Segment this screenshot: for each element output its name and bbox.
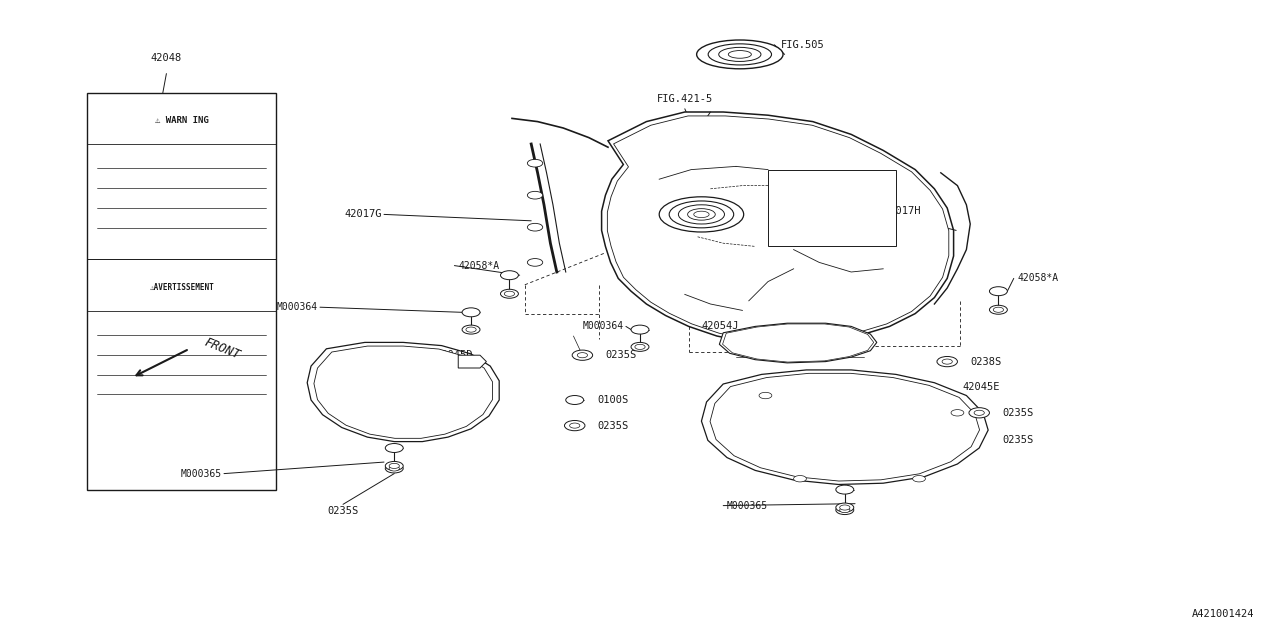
Polygon shape (710, 373, 979, 481)
Polygon shape (602, 112, 954, 346)
Circle shape (577, 353, 588, 358)
Circle shape (500, 289, 518, 298)
Circle shape (759, 392, 772, 399)
Text: 42054J: 42054J (701, 321, 739, 332)
Circle shape (989, 287, 1007, 296)
Text: ⚠ WARN ING: ⚠ WARN ING (155, 116, 209, 125)
Circle shape (836, 506, 854, 515)
Text: M000365: M000365 (180, 468, 221, 479)
Text: 42017G: 42017G (344, 209, 381, 220)
Circle shape (836, 503, 854, 512)
Circle shape (937, 356, 957, 367)
Text: M000365: M000365 (727, 500, 768, 511)
Polygon shape (314, 346, 493, 438)
Ellipse shape (718, 47, 760, 61)
Circle shape (989, 305, 1007, 314)
Circle shape (993, 307, 1004, 312)
Text: 0238S: 0238S (970, 356, 1001, 367)
Circle shape (631, 342, 649, 351)
Text: 0235S: 0235S (598, 420, 628, 431)
Circle shape (840, 508, 850, 513)
Text: M000364: M000364 (582, 321, 623, 332)
Circle shape (913, 476, 925, 482)
Circle shape (527, 223, 543, 231)
Circle shape (385, 461, 403, 470)
Text: 0235S: 0235S (1002, 408, 1033, 418)
Circle shape (527, 159, 543, 167)
Circle shape (462, 325, 480, 334)
Circle shape (385, 444, 403, 452)
Polygon shape (307, 342, 499, 442)
Bar (768, 170, 896, 246)
Circle shape (566, 396, 584, 404)
Circle shape (466, 327, 476, 332)
Circle shape (942, 359, 952, 364)
Circle shape (836, 485, 854, 494)
Text: 0100S: 0100S (598, 395, 628, 405)
Circle shape (794, 476, 806, 482)
Text: A421001424: A421001424 (1192, 609, 1254, 620)
Ellipse shape (678, 205, 724, 224)
Circle shape (527, 191, 543, 199)
Ellipse shape (694, 211, 709, 218)
Circle shape (462, 308, 480, 317)
Text: 0235S: 0235S (328, 506, 358, 516)
Circle shape (570, 423, 580, 428)
Circle shape (974, 410, 984, 415)
Circle shape (389, 466, 399, 471)
Ellipse shape (687, 209, 716, 220)
Text: 42058*A: 42058*A (1018, 273, 1059, 284)
Ellipse shape (659, 196, 744, 232)
Circle shape (572, 350, 593, 360)
Ellipse shape (728, 51, 751, 58)
Circle shape (840, 505, 850, 510)
FancyBboxPatch shape (87, 93, 276, 490)
Ellipse shape (696, 40, 783, 68)
Circle shape (527, 259, 543, 266)
Text: 0235S: 0235S (605, 350, 636, 360)
Text: 0235S: 0235S (1002, 435, 1033, 445)
Circle shape (631, 325, 649, 334)
Polygon shape (719, 323, 877, 363)
Circle shape (500, 271, 518, 280)
Text: 42058*A: 42058*A (458, 260, 499, 271)
Circle shape (385, 464, 403, 473)
Text: FIG.421-5: FIG.421-5 (657, 94, 713, 104)
Circle shape (635, 344, 645, 349)
Circle shape (969, 408, 989, 418)
Text: ⚠AVERTISSEMENT: ⚠AVERTISSEMENT (150, 283, 214, 292)
Text: 42017H: 42017H (883, 206, 920, 216)
Text: 42048: 42048 (151, 52, 182, 63)
Polygon shape (458, 355, 486, 368)
Circle shape (564, 420, 585, 431)
Circle shape (951, 410, 964, 416)
Polygon shape (723, 324, 874, 362)
Text: FRONT: FRONT (202, 336, 242, 362)
Circle shape (389, 463, 399, 468)
Text: 42045E: 42045E (963, 382, 1000, 392)
Text: 42045D: 42045D (435, 350, 474, 360)
Polygon shape (701, 370, 988, 484)
Ellipse shape (669, 201, 733, 228)
Text: FIG.505: FIG.505 (781, 40, 824, 50)
Circle shape (504, 291, 515, 296)
Ellipse shape (708, 44, 772, 65)
Text: M000364: M000364 (276, 302, 317, 312)
Polygon shape (608, 116, 948, 342)
